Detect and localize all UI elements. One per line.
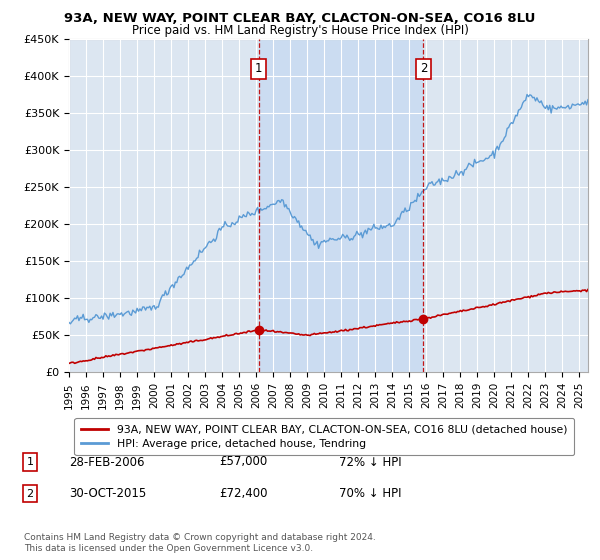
Text: 2: 2: [420, 62, 427, 75]
Text: 1: 1: [255, 62, 262, 75]
Text: 30-OCT-2015: 30-OCT-2015: [69, 487, 146, 501]
Text: £57,000: £57,000: [219, 455, 267, 469]
Text: 72% ↓ HPI: 72% ↓ HPI: [339, 455, 401, 469]
Text: 1: 1: [26, 457, 34, 467]
Text: £72,400: £72,400: [219, 487, 268, 501]
Text: 2: 2: [26, 489, 34, 499]
Text: 70% ↓ HPI: 70% ↓ HPI: [339, 487, 401, 501]
Text: Contains HM Land Registry data © Crown copyright and database right 2024.
This d: Contains HM Land Registry data © Crown c…: [24, 533, 376, 553]
Text: 28-FEB-2006: 28-FEB-2006: [69, 455, 145, 469]
Text: 93A, NEW WAY, POINT CLEAR BAY, CLACTON-ON-SEA, CO16 8LU: 93A, NEW WAY, POINT CLEAR BAY, CLACTON-O…: [64, 12, 536, 25]
Bar: [259, 39, 424, 372]
Text: Price paid vs. HM Land Registry's House Price Index (HPI): Price paid vs. HM Land Registry's House …: [131, 24, 469, 36]
Legend: 93A, NEW WAY, POINT CLEAR BAY, CLACTON-ON-SEA, CO16 8LU (detached house), HPI: A: 93A, NEW WAY, POINT CLEAR BAY, CLACTON-O…: [74, 418, 574, 455]
